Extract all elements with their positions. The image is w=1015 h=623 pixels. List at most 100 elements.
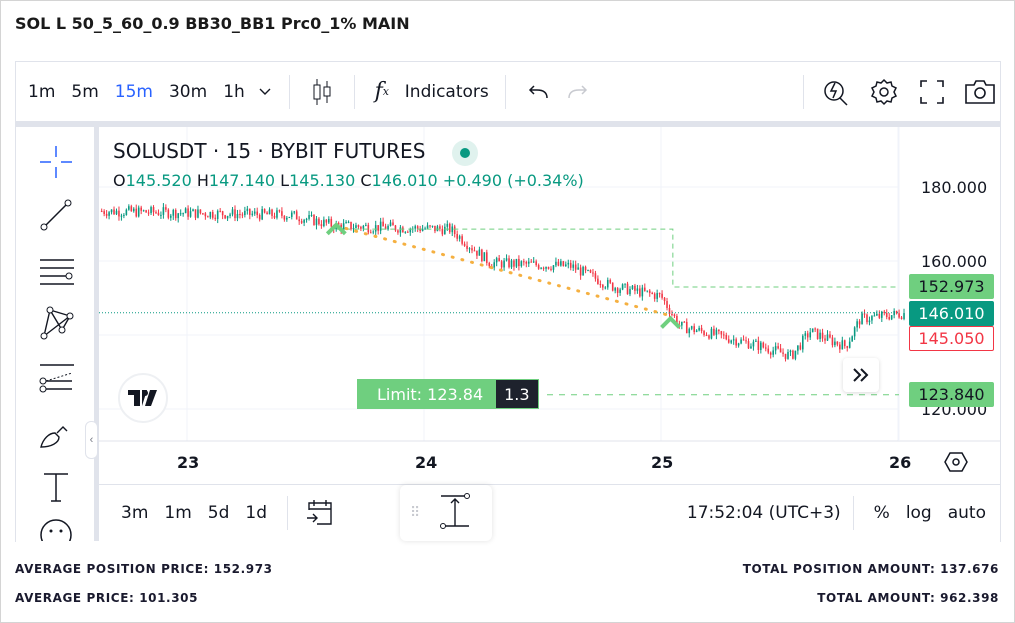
candle-body (821, 332, 824, 339)
prediction-icon[interactable] (36, 357, 76, 397)
candle-body (858, 321, 861, 325)
candle-body (772, 350, 774, 355)
candle-body (604, 287, 607, 289)
percent-toggle[interactable]: % (873, 503, 890, 523)
market-status-icon[interactable] (451, 139, 478, 166)
candle-body (160, 214, 162, 216)
clock[interactable]: 17:52:04 (UTC+3) (686, 503, 841, 523)
candle-body (547, 266, 550, 269)
candle-body (881, 311, 883, 318)
limit-order-qty[interactable]: 1.3 (495, 379, 539, 409)
candle-body (732, 339, 735, 341)
candle-body (453, 226, 456, 235)
camera-icon[interactable] (960, 72, 1000, 112)
gear-icon[interactable] (864, 72, 904, 112)
candle-body (606, 279, 609, 288)
double-chevron-right-icon (853, 368, 869, 382)
crosshair-icon[interactable] (36, 142, 76, 182)
time-tick: 23 (177, 453, 200, 472)
candle-body (325, 219, 328, 223)
fullscreen-icon[interactable] (912, 72, 952, 112)
candle-body (871, 316, 873, 321)
candle-body (155, 212, 157, 214)
fib-icon[interactable] (36, 252, 76, 292)
candles-icon[interactable] (302, 72, 342, 112)
drag-handle-icon[interactable]: ⠿ (410, 505, 422, 521)
candle-body (698, 327, 700, 331)
close-label: C (360, 171, 372, 190)
candle-body (557, 261, 560, 266)
price-chart[interactable] (99, 127, 1000, 483)
candle-body (705, 335, 708, 337)
range-1m[interactable]: 1m (164, 503, 192, 523)
timeframe-30m[interactable]: 30m (168, 81, 208, 102)
change-value: +0.490 (+0.34%) (442, 171, 584, 190)
candle-body (560, 261, 562, 266)
collapse-toolbar-button[interactable]: ‹ (85, 421, 98, 459)
high-value: 147.140 (208, 171, 276, 190)
symbol-title[interactable]: SOLUSDT · 15 · BYBIT FUTURES (113, 139, 426, 163)
quick-search-icon[interactable] (816, 72, 856, 112)
timeframe-5m[interactable]: 5m (71, 81, 99, 102)
candle-body (197, 209, 199, 218)
go-to-date-icon[interactable] (300, 493, 340, 533)
candle-body (258, 215, 261, 220)
candle-body (668, 307, 671, 315)
candle-body (774, 346, 777, 351)
candle-body (241, 214, 244, 216)
text-icon[interactable] (36, 467, 76, 507)
candle-body (903, 313, 905, 319)
pattern-icon[interactable] (36, 302, 76, 342)
range-3m[interactable]: 3m (121, 503, 149, 523)
candle-body (525, 261, 528, 264)
candle-body (300, 221, 303, 223)
candle-body (397, 230, 399, 233)
redo-icon[interactable] (558, 72, 598, 112)
range-1d[interactable]: 1d (245, 503, 267, 523)
chevron-down-icon[interactable] (253, 72, 277, 112)
candle-body (631, 285, 634, 290)
candle-body (216, 210, 219, 219)
scroll-to-realtime-button[interactable] (843, 358, 879, 392)
timeframe-15m[interactable]: 15m (114, 81, 153, 102)
emoji-icon[interactable] (36, 517, 76, 541)
candle-body (295, 211, 298, 220)
candle-body (614, 288, 616, 291)
candle-body (856, 321, 858, 328)
candle-body (834, 341, 836, 346)
symbol-legend: SOLUSDT · 15 · BYBIT FUTURES (113, 139, 478, 166)
candle-body (303, 219, 305, 223)
divider (504, 74, 506, 109)
indicators-button[interactable]: Indicators (404, 81, 489, 102)
tradingview-logo[interactable] (118, 373, 168, 423)
candle-body (846, 346, 849, 348)
candle-body (653, 293, 656, 299)
range-5d[interactable]: 5d (207, 503, 230, 523)
trend-line-icon[interactable] (36, 195, 76, 235)
undo-icon[interactable] (518, 72, 558, 112)
candle-body (374, 225, 377, 232)
measure-icon[interactable] (439, 492, 471, 534)
timeframe-1m[interactable]: 1m (28, 81, 56, 102)
settings-hexagon-icon[interactable] (944, 450, 968, 479)
candle-body (392, 222, 394, 226)
candle-body (115, 210, 118, 215)
candle-body (320, 224, 323, 227)
brush-icon[interactable] (36, 415, 76, 455)
candle-body (545, 266, 547, 269)
limit-order[interactable]: Limit: 123.84 1.3 (357, 379, 539, 409)
candle-body (715, 329, 718, 335)
candle-body (446, 223, 449, 227)
log-toggle[interactable]: log (905, 503, 932, 523)
candle-body (137, 207, 140, 217)
candle-body (851, 336, 853, 342)
timeframe-1h[interactable]: 1h (223, 81, 245, 102)
candle-body (819, 332, 821, 339)
position-line (336, 228, 899, 288)
floating-tool-panel: ⠿ (400, 485, 492, 541)
candle-body (308, 215, 310, 219)
auto-toggle[interactable]: auto (947, 503, 986, 523)
candle-body (367, 224, 370, 233)
limit-order-label[interactable]: Limit: 123.84 (357, 379, 496, 409)
